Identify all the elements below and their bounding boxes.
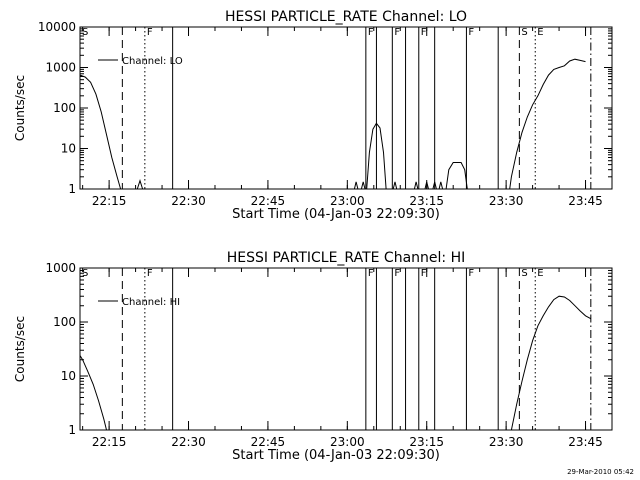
flag-marker-label: F bbox=[394, 268, 400, 279]
y-tick-label: 1000 bbox=[45, 261, 76, 275]
y-tick-label: 10 bbox=[61, 369, 76, 383]
chart-title: HESSI PARTICLE_RATE Channel: HI bbox=[227, 250, 465, 266]
series-line-segment bbox=[438, 181, 444, 189]
series-line-segment bbox=[445, 162, 468, 189]
legend-label: Channel: HI bbox=[122, 297, 180, 308]
y-tick-label: 100 bbox=[53, 315, 76, 329]
x-tick-label: 22:15 bbox=[92, 435, 127, 449]
chart-panel-1: HESSI PARTICLE_RATE Channel: LO 1 10 100 100… bbox=[13, 9, 613, 222]
series-line-segment bbox=[353, 181, 359, 189]
x-tick-label: 22:30 bbox=[171, 194, 206, 208]
y-tick-label: 10000 bbox=[38, 20, 76, 34]
series-line-segment bbox=[510, 295, 592, 430]
series-line-segment bbox=[424, 181, 429, 189]
legend-label: Channel: LO bbox=[122, 56, 183, 67]
x-tick-label: 23:45 bbox=[568, 194, 603, 208]
y-tick-label: 1000 bbox=[45, 61, 76, 75]
y-tick-label: 10 bbox=[61, 142, 76, 156]
y-tick-label: 1 bbox=[68, 423, 76, 437]
chart-panel-2: HESSI PARTICLE_RATE Channel: HI 1 10 100 100… bbox=[13, 250, 613, 463]
y-axis-label: Counts/sec bbox=[13, 75, 27, 141]
flag-marker-label: F bbox=[394, 27, 400, 38]
series-line-segment bbox=[80, 355, 107, 430]
x-axis-label: Start Time (04-Jan-03 22:09:30) bbox=[232, 448, 440, 463]
x-tick-label: 22:45 bbox=[251, 194, 286, 208]
x-tick-label: 22:30 bbox=[171, 435, 206, 449]
flag-marker-label: E bbox=[537, 27, 543, 38]
flag-marker-label: S bbox=[521, 268, 527, 279]
x-tick-label: 23:45 bbox=[568, 435, 603, 449]
series-line-segment bbox=[509, 58, 586, 189]
x-tick-label: 22:15 bbox=[92, 194, 127, 208]
y-tick-label: 1 bbox=[68, 182, 76, 196]
x-tick-label: 23:15 bbox=[409, 194, 444, 208]
flag-marker-label: F bbox=[468, 268, 474, 279]
y-axis-label: Counts/sec bbox=[13, 316, 27, 382]
x-tick-label: 23:15 bbox=[409, 435, 444, 449]
series-line-segment bbox=[80, 74, 122, 189]
chart-title: HESSI PARTICLE_RATE Channel: LO bbox=[225, 9, 467, 25]
series-line-segment bbox=[360, 181, 366, 189]
x-tick-label: 22:45 bbox=[251, 435, 286, 449]
plot-frame bbox=[79, 267, 613, 431]
y-tick-label: 100 bbox=[53, 101, 76, 115]
flag-marker-label: S bbox=[521, 27, 527, 38]
footer-timestamp: 29-Mar-2010 05:42 bbox=[567, 468, 634, 476]
x-tick-label: 23:30 bbox=[489, 194, 524, 208]
flag-marker-label: F bbox=[421, 268, 427, 279]
flag-marker-label: F bbox=[421, 27, 427, 38]
series-line-segment bbox=[366, 122, 387, 189]
flag-marker-label: S bbox=[82, 268, 88, 279]
x-axis-label: Start Time (04-Jan-03 22:09:30) bbox=[232, 207, 440, 222]
flag-marker-label: F bbox=[468, 27, 474, 38]
x-tick-label: 23:00 bbox=[330, 194, 365, 208]
flag-marker-label: F bbox=[147, 27, 153, 38]
flag-marker-label: S bbox=[82, 27, 88, 38]
series-line-segment bbox=[136, 179, 144, 189]
flag-marker-label: F bbox=[368, 27, 374, 38]
x-tick-label: 23:00 bbox=[330, 435, 365, 449]
flag-marker-label: F bbox=[147, 268, 153, 279]
plot-frame bbox=[79, 26, 613, 190]
series-line-segment bbox=[413, 181, 419, 189]
flag-marker-label: F bbox=[368, 268, 374, 279]
flag-marker-label: E bbox=[537, 268, 543, 279]
series-line-segment bbox=[392, 181, 398, 189]
x-tick-label: 23:30 bbox=[489, 435, 524, 449]
series-line-segment bbox=[432, 181, 437, 189]
